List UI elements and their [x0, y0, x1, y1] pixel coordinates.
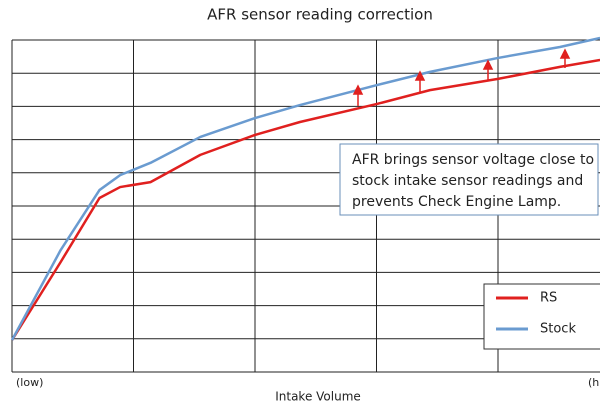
legend-items: RS Stock	[496, 291, 576, 337]
legend-label: Stock	[540, 322, 576, 337]
annotation-box	[339, 143, 599, 216]
plot	[10, 36, 600, 341]
legend	[483, 283, 600, 350]
annotation-line: stock intake sensor readings and	[352, 173, 583, 189]
x-axis-label: Intake Volume	[275, 390, 361, 404]
annotation-line: AFR brings sensor voltage close to	[352, 152, 594, 168]
grid	[11, 39, 600, 373]
x-end-label: (low)	[16, 376, 43, 389]
annotation: AFR brings sensor voltage close to stock …	[352, 152, 594, 210]
arrow-head	[482, 59, 494, 70]
arrow-head	[414, 70, 426, 81]
annotation-line: prevents Check Engine Lamp.	[352, 194, 561, 210]
x-end-label: (h	[588, 376, 599, 389]
series-line	[10, 36, 600, 341]
chart-title: AFR sensor reading correction	[207, 6, 433, 24]
series-line	[10, 58, 600, 341]
arrow-head	[559, 48, 571, 59]
correction-arrows	[352, 48, 571, 106]
legend-label: RS	[540, 291, 557, 306]
arrow-head	[352, 84, 364, 95]
